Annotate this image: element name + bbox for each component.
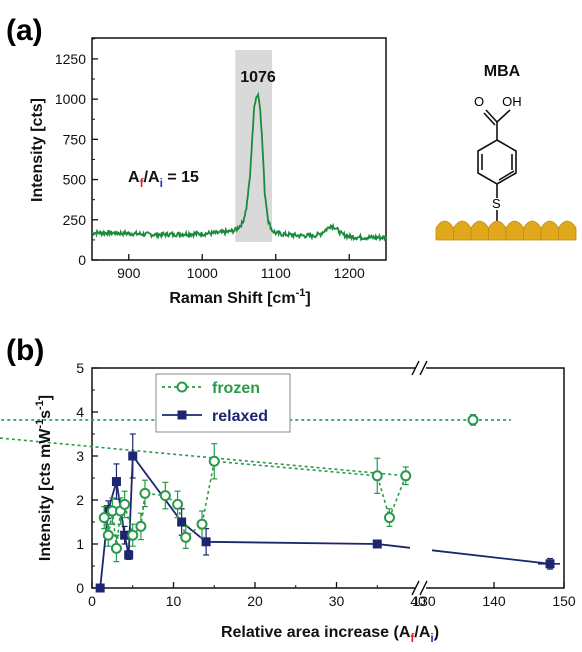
panel-b-label: (b): [6, 334, 44, 367]
spectrum-chart: 900 1000 1100 1200 0 250 500 750 1000 1250 1076 A…: [29, 37, 387, 307]
relaxed-point: [120, 530, 130, 540]
mba-molecule: MBA O OH S: [435, 63, 577, 241]
carboxyl-label: O OH: [474, 94, 522, 109]
spectrum-line: [91, 91, 387, 243]
relaxed-point: [201, 537, 211, 547]
frozen-point: [196, 518, 208, 530]
x-tick-label-b: 20: [247, 593, 263, 609]
axis-break-mark: [419, 360, 428, 376]
axis-ticks-a: 900 1000 1100 1200 0 250 500 750 1000 1250: [55, 38, 365, 281]
plot-frame-a: [91, 37, 387, 261]
y-tick-label-a: 500: [63, 172, 87, 188]
x-tick-label-b: 140: [482, 593, 506, 609]
frozen-line: [0, 419, 473, 549]
axis-break-mark: [411, 580, 420, 596]
x-tick-label-a: 900: [117, 265, 141, 281]
axis-break-mark: [419, 580, 428, 596]
axis-break-mark: [411, 360, 420, 376]
x-tick-label-a: 1000: [187, 265, 218, 281]
frozen-point: [139, 487, 151, 499]
relaxed-point: [124, 550, 134, 560]
sulfur-label: S: [492, 196, 501, 211]
y-tick-label-b: 1: [76, 536, 84, 552]
gold-particle: [523, 220, 542, 241]
x-tick-label-b: 150: [552, 593, 576, 609]
frozen-point: [135, 520, 147, 532]
relaxed-line-extension: [377, 543, 551, 565]
y-tick-label-a: 750: [63, 131, 87, 147]
series-marks: [0, 414, 560, 593]
relaxed-point: [128, 451, 138, 461]
y-tick-label-a: 0: [78, 252, 86, 268]
legend-frozen-label: frozen: [212, 380, 260, 397]
y-tick-label-b: 4: [76, 404, 84, 420]
x-tick-label-b: 130: [412, 593, 436, 609]
y-tick-label-a: 250: [63, 212, 87, 228]
frozen-point: [172, 498, 184, 510]
relaxed-point: [111, 477, 121, 487]
x-tick-label-b: 40: [410, 593, 426, 609]
x-tick-label-b: 30: [329, 593, 345, 609]
frozen-point: [102, 529, 114, 541]
axis-break-gap: [416, 581, 426, 595]
gold-surface: [435, 220, 577, 241]
gold-particle: [505, 220, 524, 241]
frozen-point: [180, 531, 192, 543]
frozen-point: [119, 498, 131, 510]
legend-frozen-marker: [176, 381, 188, 393]
y-tick-label-b: 3: [76, 448, 84, 464]
gold-particle: [488, 220, 507, 241]
x-axis-label-b: Relative area increase (Af/Ai): [221, 624, 439, 645]
frozen-point: [127, 529, 139, 541]
gold-particle: [470, 220, 489, 241]
frozen-point: [159, 490, 171, 502]
y-tick-label-b: 2: [76, 492, 84, 508]
molecule-bonds: [477, 109, 517, 222]
x-tick-label-a: 1100: [261, 265, 291, 281]
frozen-point: [208, 455, 220, 467]
y-tick-label-a: 1250: [55, 51, 86, 67]
y-axis-label-b: Intensity [cts mW-1s-1]: [34, 395, 54, 561]
gold-particle: [558, 220, 577, 241]
y-tick-label-b: 0: [76, 580, 84, 596]
x-tick-label-b: 0: [88, 593, 96, 609]
molecule-title: MBA: [484, 63, 521, 80]
x-axis-label-a: Raman Shift [cm-1]: [169, 287, 310, 307]
relaxed-point: [372, 539, 382, 549]
frozen-point: [467, 414, 479, 426]
relaxed-point: [95, 583, 105, 593]
ratio-annotation: Af/Ai = 15: [128, 169, 199, 190]
frozen-point: [383, 512, 395, 524]
x-tick-label-a: 1200: [334, 265, 365, 281]
peak-label: 1076: [240, 69, 276, 86]
frozen-point: [98, 512, 110, 524]
gold-particle: [453, 220, 472, 241]
legend-relaxed-marker: [177, 410, 187, 420]
legend-relaxed-label: relaxed: [212, 408, 268, 425]
relaxed-point: [545, 559, 555, 569]
y-tick-label-a: 1000: [55, 91, 86, 107]
frozen-point: [400, 470, 412, 482]
legend: frozen relaxed: [155, 373, 291, 433]
y-axis-label-a: Intensity [cts]: [29, 98, 46, 202]
y-tick-label-b: 5: [76, 360, 84, 376]
x-tick-label-b: 10: [166, 593, 182, 609]
gold-particle: [435, 220, 454, 241]
relaxed-point: [177, 517, 187, 527]
frozen-point: [110, 542, 122, 554]
gold-particle: [540, 220, 559, 241]
frozen-point: [371, 470, 383, 482]
axis-break-gap: [416, 361, 426, 375]
panel-a-label: (a): [6, 14, 43, 47]
